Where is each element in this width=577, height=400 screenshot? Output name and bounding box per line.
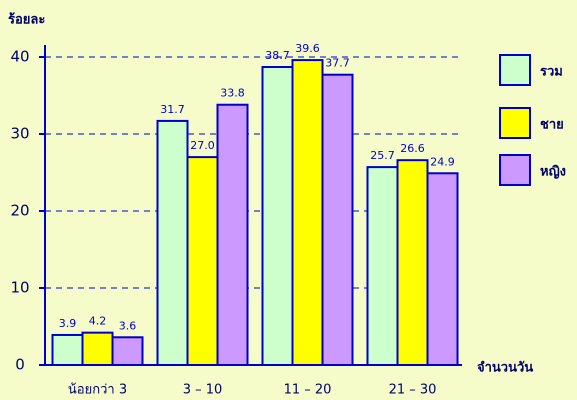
value-label: 37.7	[325, 57, 350, 70]
value-label: 31.7	[160, 103, 185, 116]
bar	[186, 156, 219, 366]
bar	[111, 336, 144, 366]
legend-label: หญิง	[540, 165, 566, 180]
bar	[426, 172, 459, 366]
legend-swatch	[499, 54, 531, 86]
legend-label: รวม	[540, 65, 563, 80]
x-tick-label: 3 – 10	[183, 383, 223, 398]
legend-swatch	[499, 107, 531, 139]
x-axis-title: จำนวนวัน	[477, 360, 533, 376]
y-tick-label: 30	[10, 125, 29, 143]
value-label: 39.6	[295, 42, 320, 55]
bar	[321, 73, 354, 367]
y-tick-label: 10	[10, 279, 29, 297]
bar	[261, 66, 294, 366]
value-label: 4.2	[89, 315, 107, 328]
value-label: 25.7	[370, 149, 395, 162]
bar	[216, 103, 249, 367]
value-label: 33.8	[220, 87, 245, 100]
y-tick-label: 40	[10, 48, 29, 66]
bar	[156, 119, 189, 366]
value-label: 24.9	[430, 155, 455, 168]
x-tick-label: น้อยกว่า 3	[68, 383, 127, 398]
legend-label: ชาย	[540, 118, 564, 133]
value-label: 27.0	[190, 139, 215, 152]
bar	[291, 59, 324, 367]
x-tick-label: 21 – 30	[389, 383, 437, 398]
value-label: 3.6	[119, 319, 137, 332]
bar	[396, 159, 429, 366]
value-label: 26.6	[400, 142, 425, 155]
bar	[51, 333, 84, 367]
y-tick-label: 20	[10, 202, 29, 220]
y-axis-title: ร้อยละ	[8, 12, 45, 28]
x-tick-label: 11 – 20	[284, 383, 332, 398]
bar	[81, 331, 114, 367]
value-label: 38.7	[265, 49, 290, 62]
value-label: 3.9	[59, 317, 77, 330]
legend-swatch	[499, 154, 531, 186]
y-tick-label: 0	[15, 356, 25, 374]
bar	[366, 166, 399, 366]
